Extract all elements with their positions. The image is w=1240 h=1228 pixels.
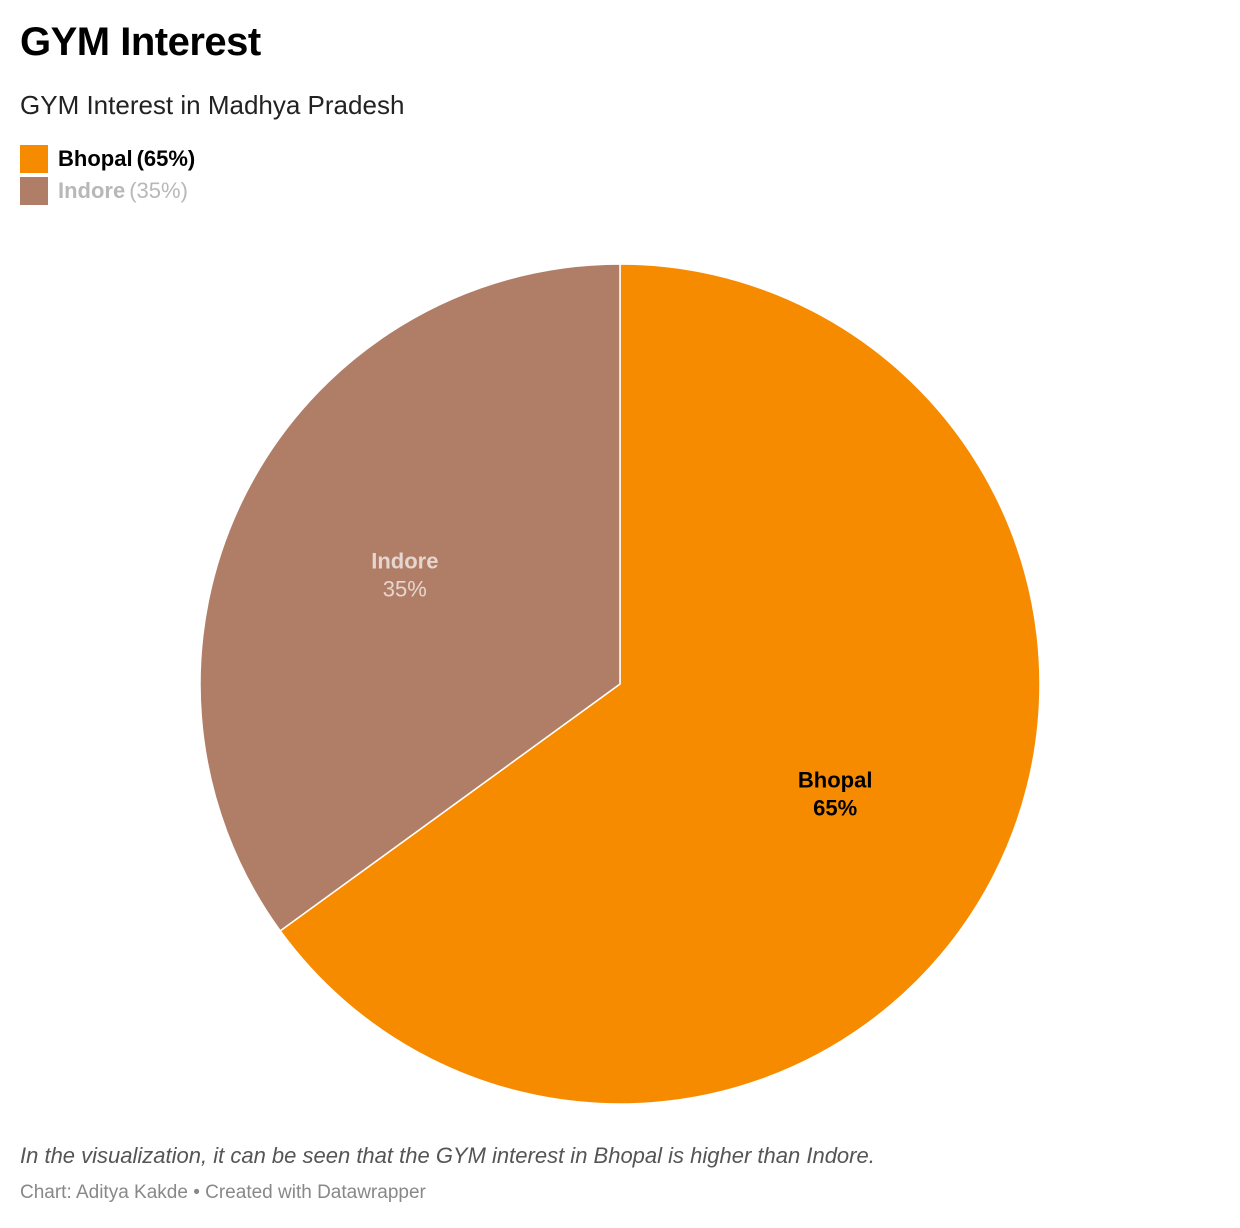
legend-swatch-indore <box>20 177 48 205</box>
slice-value-indore: 35% <box>383 576 427 601</box>
pie-slice-indore[interactable] <box>199 263 621 932</box>
chart-subtitle: GYM Interest in Madhya Pradesh <box>20 90 405 120</box>
chart-credit: Chart: Aditya Kakde • Created with Dataw… <box>20 1182 426 1203</box>
legend-item-bhopal[interactable]: Bhopal (65%) <box>20 143 195 175</box>
slice-value-bhopal: 65% <box>813 796 857 821</box>
legend: Bhopal (65%) Indore (35%) <box>20 143 195 207</box>
legend-swatch-bhopal <box>20 145 48 173</box>
legend-label-indore: Indore <box>58 178 126 203</box>
legend-item-indore[interactable]: Indore (35%) <box>20 175 195 207</box>
chart-caption: In the visualization, it can be seen tha… <box>20 1143 875 1168</box>
legend-pct-bhopal: (65%) <box>136 146 196 171</box>
legend-label-bhopal: Bhopal <box>58 146 133 171</box>
legend-pct-indore: (35%) <box>129 178 188 203</box>
slice-label-bhopal: Bhopal <box>798 768 873 793</box>
chart-title: GYM Interest <box>20 20 261 64</box>
pie-slice-bhopal[interactable] <box>279 263 1041 1105</box>
slice-label-indore: Indore <box>371 548 438 573</box>
